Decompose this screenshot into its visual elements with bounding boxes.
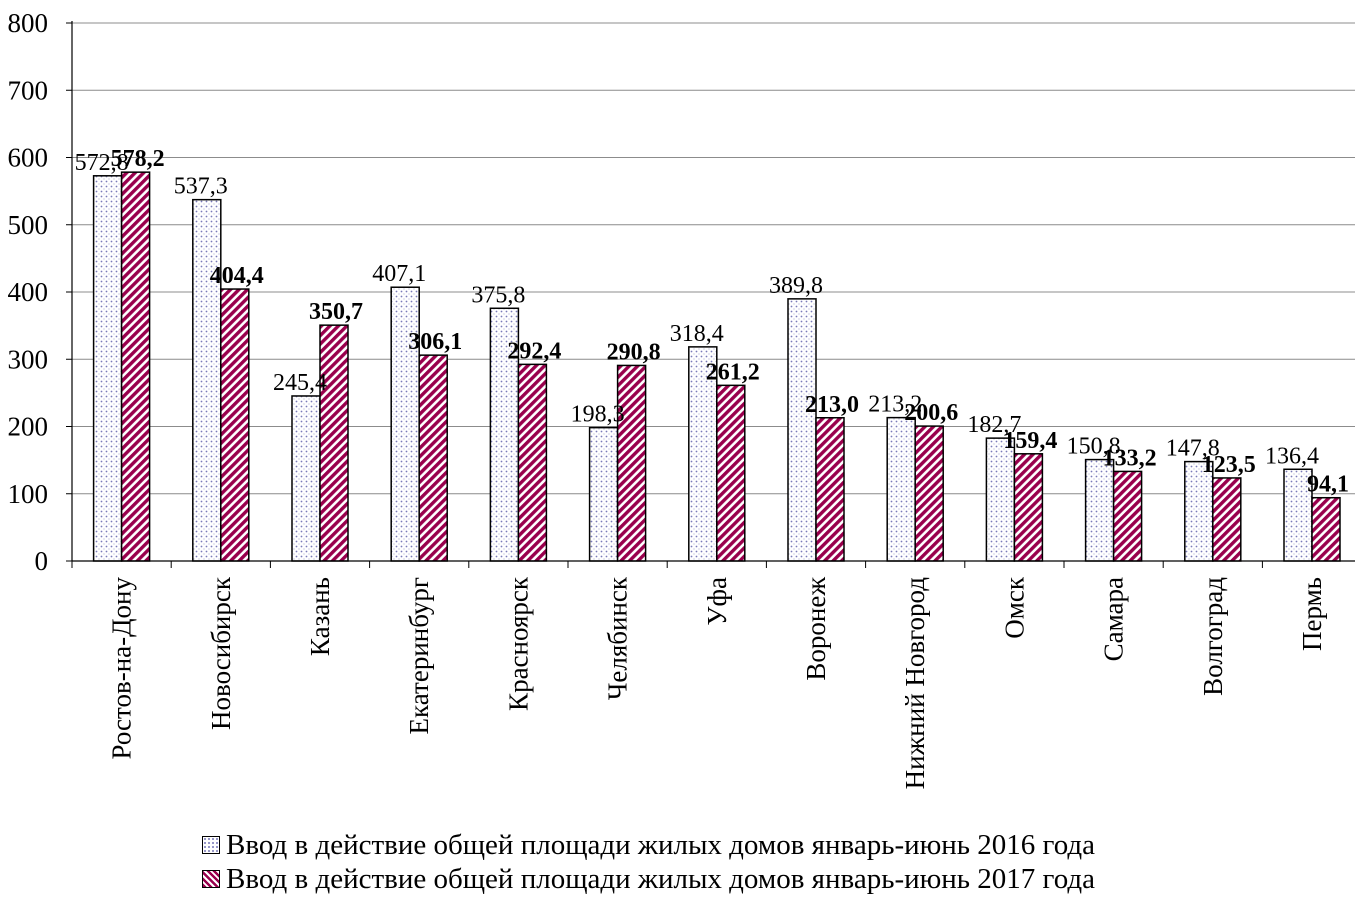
data-label-2016: 407,1 xyxy=(372,261,426,287)
data-label-2017: 261,2 xyxy=(706,359,760,385)
y-tick-label: 800 xyxy=(8,8,49,38)
y-tick-label: 200 xyxy=(8,412,49,442)
data-label-2017: 290,8 xyxy=(607,339,661,365)
x-tick-label: Нижний Новгород xyxy=(900,577,930,790)
bar-2016 xyxy=(291,395,321,562)
data-label-2016: 572,8 xyxy=(75,150,129,176)
data-label-2017: 133,2 xyxy=(1103,445,1157,471)
data-label-2016: 182,7 xyxy=(967,412,1021,438)
legend-label: Ввод в действие общей площади жилых домо… xyxy=(226,863,1095,895)
data-label-2017: 292,4 xyxy=(507,338,561,364)
bar-2017 xyxy=(616,364,647,562)
data-label-2016: 245,4 xyxy=(273,370,327,396)
bar-2017 xyxy=(815,417,845,562)
data-label-2017: 306,1 xyxy=(408,329,462,355)
data-label-2016: 537,3 xyxy=(174,174,228,200)
axes: 0 100 200 300 400 500 600 700 800 Ростов-на-Дону Н… xyxy=(8,8,1355,789)
data-label-2017: 404,4 xyxy=(210,263,264,289)
bar-2017 xyxy=(1112,470,1143,562)
y-tick-label: 300 xyxy=(8,344,49,374)
bar-2016 xyxy=(588,426,619,562)
x-tick-label: Пермь xyxy=(1297,577,1327,651)
x-tick-label: Воронеж xyxy=(801,577,831,681)
legend-label: Ввод в действие общей площади жилых домо… xyxy=(226,829,1095,861)
data-label-2017: 159,4 xyxy=(1003,428,1057,454)
data-label-2017: 578,2 xyxy=(111,146,165,172)
legend-swatch-dots xyxy=(202,836,220,854)
data-label-2016: 318,4 xyxy=(670,321,724,347)
data-label-2016: 147,8 xyxy=(1166,436,1220,462)
legend-item-2017: Ввод в действие общей площади жилых домо… xyxy=(200,862,1300,896)
y-tick-label: 0 xyxy=(35,546,49,576)
bar-chart: 0 100 200 300 400 500 600 700 800 Ростов-на-Дону Н… xyxy=(8,8,1355,789)
x-tick-label: Уфа xyxy=(702,577,732,626)
x-tick-label: Самара xyxy=(1099,577,1129,661)
y-tick-label: 700 xyxy=(8,75,49,105)
data-label-2017: 123,5 xyxy=(1202,452,1256,478)
data-label-2016: 198,3 xyxy=(571,402,625,428)
data-label-2017: 213,0 xyxy=(805,392,859,418)
bar-2016 xyxy=(192,198,222,562)
data-label-2016: 150,8 xyxy=(1067,434,1121,460)
bar-2017 xyxy=(418,354,448,562)
bar-2017 xyxy=(914,425,944,562)
data-label-2017: 200,6 xyxy=(904,400,958,426)
bar-2017 xyxy=(1013,453,1044,562)
bar-2016 xyxy=(1184,460,1214,562)
bar-2016 xyxy=(1283,468,1313,562)
x-tick-label: Волгоград xyxy=(1198,577,1228,696)
data-label-2016: 375,8 xyxy=(471,282,525,308)
data-label-2017: 350,7 xyxy=(309,299,363,325)
bar-2016 xyxy=(1084,458,1115,562)
bar-2017 xyxy=(1311,496,1341,562)
bar-2016 xyxy=(787,298,817,562)
x-tick-label: Челябинск xyxy=(603,576,633,700)
x-tick-label: Омск xyxy=(999,576,1029,639)
bar-2016 xyxy=(886,416,916,562)
bar-2017 xyxy=(1212,477,1242,562)
y-tick-label: 400 xyxy=(8,277,49,307)
data-label-2016: 213,2 xyxy=(868,392,922,418)
y-tick-label: 500 xyxy=(8,210,49,240)
x-tick-label: Екатеринбург xyxy=(404,577,434,734)
legend-swatch-stripes xyxy=(202,870,220,888)
bar-2017 xyxy=(716,384,746,562)
legend: Ввод в действие общей площади жилых домо… xyxy=(200,828,1300,896)
data-label-2016: 136,4 xyxy=(1265,443,1319,469)
bar-2016 xyxy=(390,286,420,562)
bar-2017 xyxy=(517,363,548,562)
data-label-2017: 94,1 xyxy=(1307,472,1349,498)
bar-2016 xyxy=(985,437,1016,562)
x-tick-label: Красноярск xyxy=(503,576,533,711)
bar-2017 xyxy=(120,171,151,562)
bars xyxy=(92,171,1341,562)
y-tick-label: 600 xyxy=(8,143,49,173)
x-tick-label: Новосибирск xyxy=(206,576,236,730)
y-tick-label: 100 xyxy=(8,479,49,509)
data-label-2016: 389,8 xyxy=(769,273,823,299)
bar-2017 xyxy=(319,324,349,562)
x-tick-label: Казань xyxy=(305,577,335,656)
legend-item-2016: Ввод в действие общей площади жилых домо… xyxy=(200,828,1300,862)
bar-2016 xyxy=(92,175,123,562)
bar-2017 xyxy=(220,288,250,562)
x-tick-label: Ростов-на-Дону xyxy=(107,577,137,760)
